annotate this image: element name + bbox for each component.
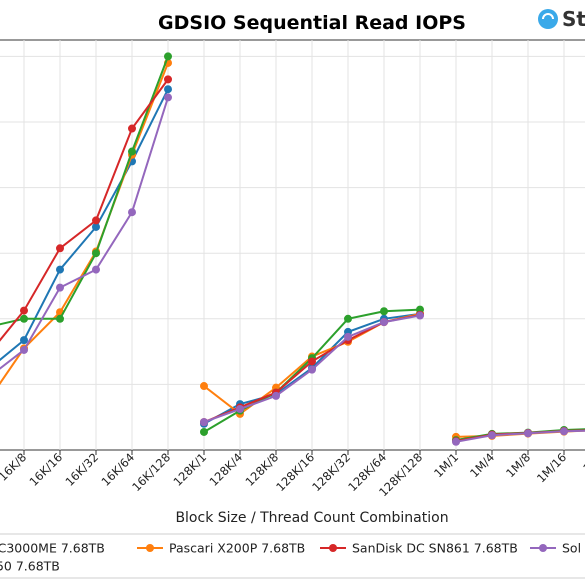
data-point [128,124,136,133]
data-point [200,427,208,436]
legend-label: DC3000ME 7.68TB [0,541,105,556]
x-tick-labels: 16K/816K/1616K/3216K/6416K/128128K/1128K… [0,450,585,499]
series-line [0,78,169,342]
x-tick-label: 16K/128 [129,450,173,494]
logo-icon-mark [542,13,554,20]
data-point [308,365,316,374]
data-point [200,382,208,391]
legend-swatch-marker [146,544,154,552]
series-3 [0,52,585,445]
data-point [56,244,64,253]
x-tick-label: 1M/1 [431,450,461,480]
data-point [380,307,388,316]
data-point [20,345,28,354]
legend-item: Sol [530,541,581,556]
series-line [0,97,169,370]
x-tick-label: 1M/ [580,450,585,475]
x-tick-label: 128K/32 [309,450,353,494]
data-point [200,418,208,427]
x-tick-label: 128K/1 [170,450,209,489]
x-tick-label: 1M/4 [467,450,497,480]
x-axis-label: Block Size / Thread Count Combination [175,510,448,526]
data-point [344,332,352,341]
data-point [92,222,100,231]
data-point [92,265,100,274]
data-point [308,357,316,366]
legend-swatch-marker [329,544,337,552]
legend-label: 550 7.68TB [0,559,60,574]
series-line [0,62,169,386]
data-point [380,318,388,327]
data-point [164,85,172,94]
legend-item: SanDisk DC SN861 7.68TB [320,541,518,556]
data-point [488,431,496,440]
x-tick-label: 16K/32 [62,450,101,489]
data-point [164,75,172,84]
data-point [524,429,532,438]
x-tick-label: 1M/16 [534,450,569,485]
data-point [272,391,280,400]
plot-area-frame [0,39,585,451]
legend-label: Pascari X200P 7.68TB [169,541,305,556]
legend-swatch-marker [539,544,547,552]
legend-box [0,533,585,579]
series-line [0,56,169,326]
legend-label: SanDisk DC SN861 7.68TB [352,541,518,556]
x-tick-label: 16K/16 [26,450,65,489]
x-tick-label: 16K/8 [0,450,29,483]
logo: St [538,7,585,31]
data-point [128,208,136,217]
data-point [164,52,172,61]
data-point [56,265,64,274]
x-tick-label: 128K/16 [273,450,317,494]
data-point [128,147,136,156]
data-point [344,314,352,323]
data-point [56,314,64,323]
data-point [164,93,172,102]
data-point [92,216,100,225]
series-line [0,88,169,362]
data-point [92,249,100,258]
data-point [416,311,424,320]
data-point [452,437,460,446]
data-point [20,336,28,345]
data-point [56,283,64,292]
series-4 [0,75,585,446]
x-tick-label: 128K/4 [206,450,245,489]
legend-item: 550 7.68TB [0,559,60,574]
data-point [20,306,28,315]
logo-text: St [562,7,585,31]
chart-title: GDSIO Sequential Read IOPS [158,12,466,34]
data-point [20,314,28,323]
x-tick-label: 1M/8 [503,450,533,480]
legend: DC3000ME 7.68TB Pascari X200P 7.68TB SanDi… [0,541,581,574]
legend-item: DC3000ME 7.68TB [0,541,105,556]
data-point [560,427,568,436]
grid-lines [0,40,585,455]
data-point [236,405,244,413]
series-lines [0,52,585,446]
logo-icon [538,9,558,29]
series-5 [0,93,585,446]
legend-label: Sol [562,541,581,556]
legend-item: Pascari X200P 7.68TB [137,541,305,556]
